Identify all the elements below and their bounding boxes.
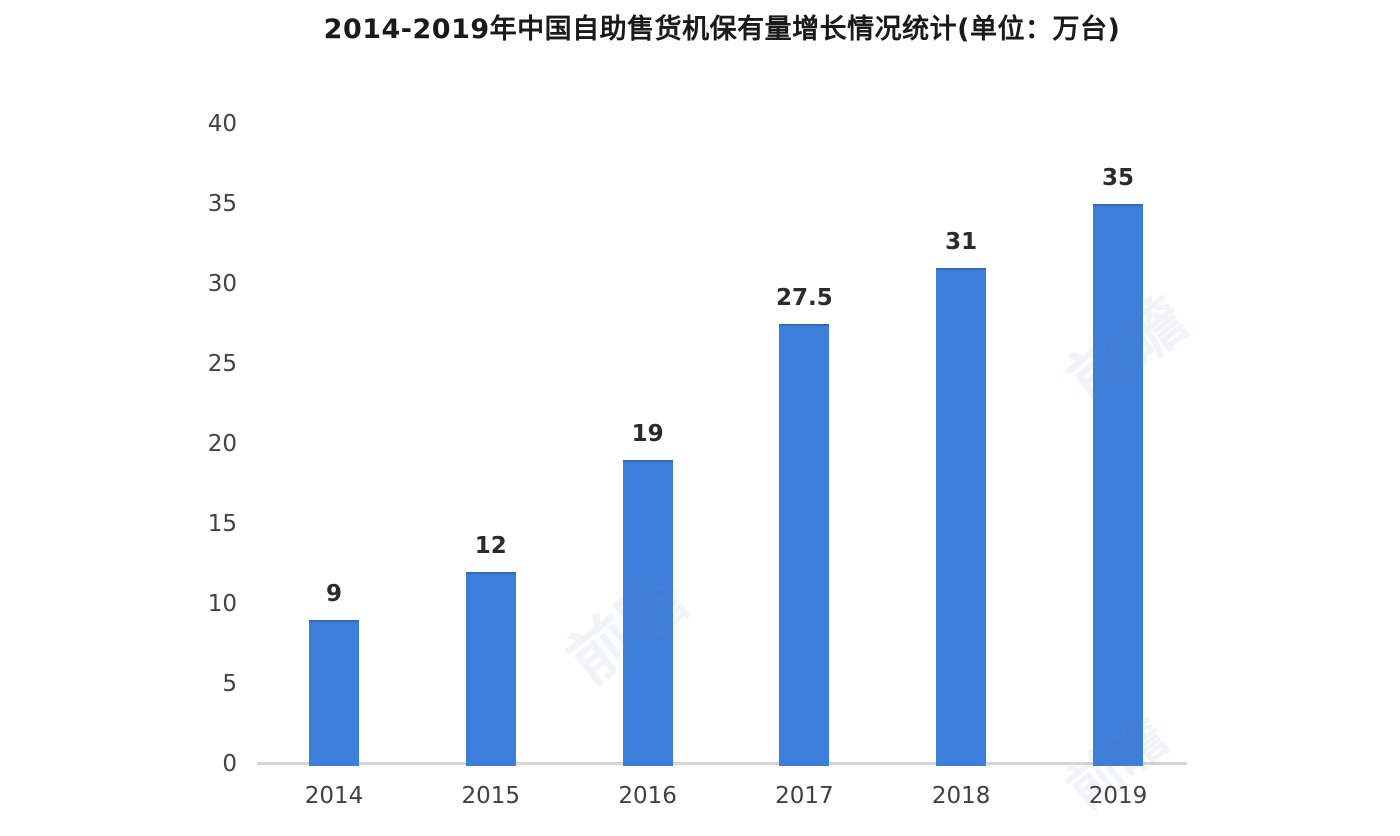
x-tick-label: 2019 xyxy=(1088,783,1148,809)
y-tick-label: 20 xyxy=(207,431,237,457)
x-tick-label: 2015 xyxy=(461,783,521,809)
chart-title: 2014-2019年中国自助售货机保有量增长情况统计(单位：万台) xyxy=(323,14,1121,45)
x-tick-label: 2017 xyxy=(775,783,834,809)
y-tick-label: 5 xyxy=(222,671,237,697)
x-axis-line xyxy=(257,762,1187,765)
bar xyxy=(622,460,673,766)
bar xyxy=(1093,204,1143,766)
y-tick-label: 35 xyxy=(207,191,237,217)
bar xyxy=(465,572,516,766)
y-tick-label: 40 xyxy=(207,111,237,137)
bar xyxy=(779,324,830,766)
x-tick-label: 2014 xyxy=(304,783,364,809)
x-tick-label: 2016 xyxy=(618,783,677,809)
y-tick-label: 25 xyxy=(207,351,237,377)
x-tick-label: 2018 xyxy=(931,783,991,809)
bar xyxy=(936,268,987,766)
bar-value-label: 19 xyxy=(631,421,664,447)
bar-value-label: 12 xyxy=(474,533,507,559)
y-tick-label: 15 xyxy=(207,511,237,537)
bar-value-label: 31 xyxy=(945,229,978,255)
bar-value-label: 35 xyxy=(1101,165,1134,191)
y-tick-label: 0 xyxy=(222,751,237,777)
bar-value-label: 9 xyxy=(325,581,342,607)
y-tick-label: 10 xyxy=(207,591,237,617)
bar-value-label: 27.5 xyxy=(776,285,833,311)
y-tick-label: 30 xyxy=(207,271,237,297)
bar xyxy=(309,620,359,766)
